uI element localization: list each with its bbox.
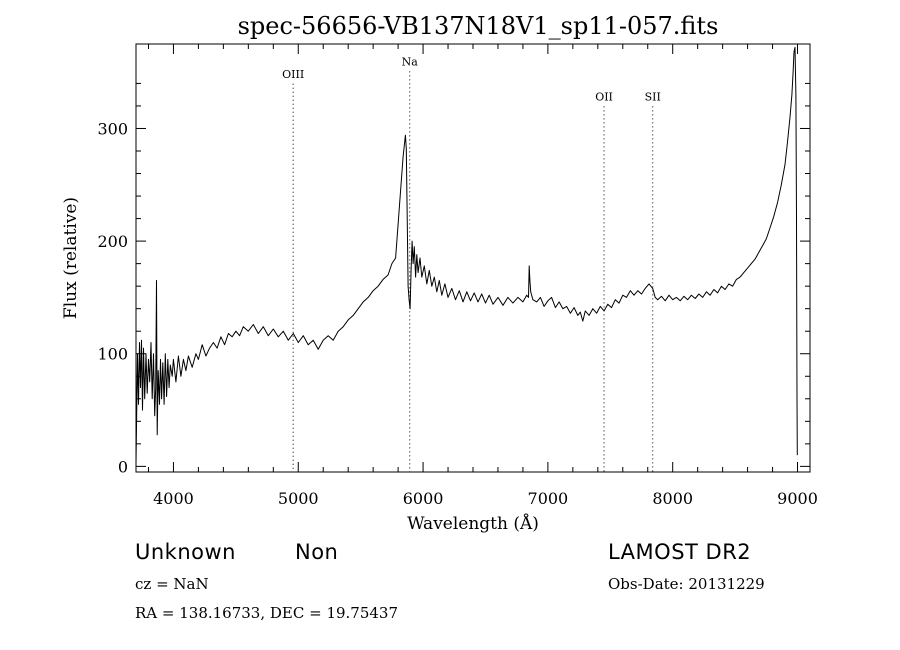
- redshift-label: cz = NaN: [135, 575, 209, 593]
- survey-label: LAMOST DR2: [608, 540, 752, 564]
- y-tick-label: 100: [97, 345, 128, 364]
- line-label-oiii: OIII: [282, 68, 304, 81]
- x-tick-label: 7000: [528, 489, 569, 508]
- y-tick-label: 0: [118, 457, 128, 476]
- plot-frame: [135, 43, 811, 473]
- x-tick-label: 6000: [403, 489, 444, 508]
- y-tick-label: 300: [97, 119, 128, 138]
- spectrum-series-line: [135, 46, 798, 465]
- x-tick-label: 9000: [777, 489, 818, 508]
- object-class: Unknown: [135, 540, 236, 564]
- x-tick-label: 5000: [278, 489, 319, 508]
- y-tick-label: 200: [97, 232, 128, 251]
- line-label-oii: OII: [595, 90, 613, 103]
- obs-date-label: Obs-Date: 20131229: [608, 575, 765, 593]
- x-axis-label: Wavelength (Å): [407, 513, 539, 534]
- line-label-sii: SII: [645, 90, 661, 103]
- chart-title: spec-56656-VB137N18V1_sp11-057.fits: [238, 12, 719, 40]
- y-axis-label: Flux (relative): [61, 197, 81, 319]
- x-tick-label: 8000: [652, 489, 693, 508]
- x-tick-label: 4000: [153, 489, 194, 508]
- line-label-na: Na: [402, 55, 419, 68]
- object-subclass: Non: [295, 540, 339, 564]
- coordinates-label: RA = 138.16733, DEC = 19.75437: [135, 604, 399, 622]
